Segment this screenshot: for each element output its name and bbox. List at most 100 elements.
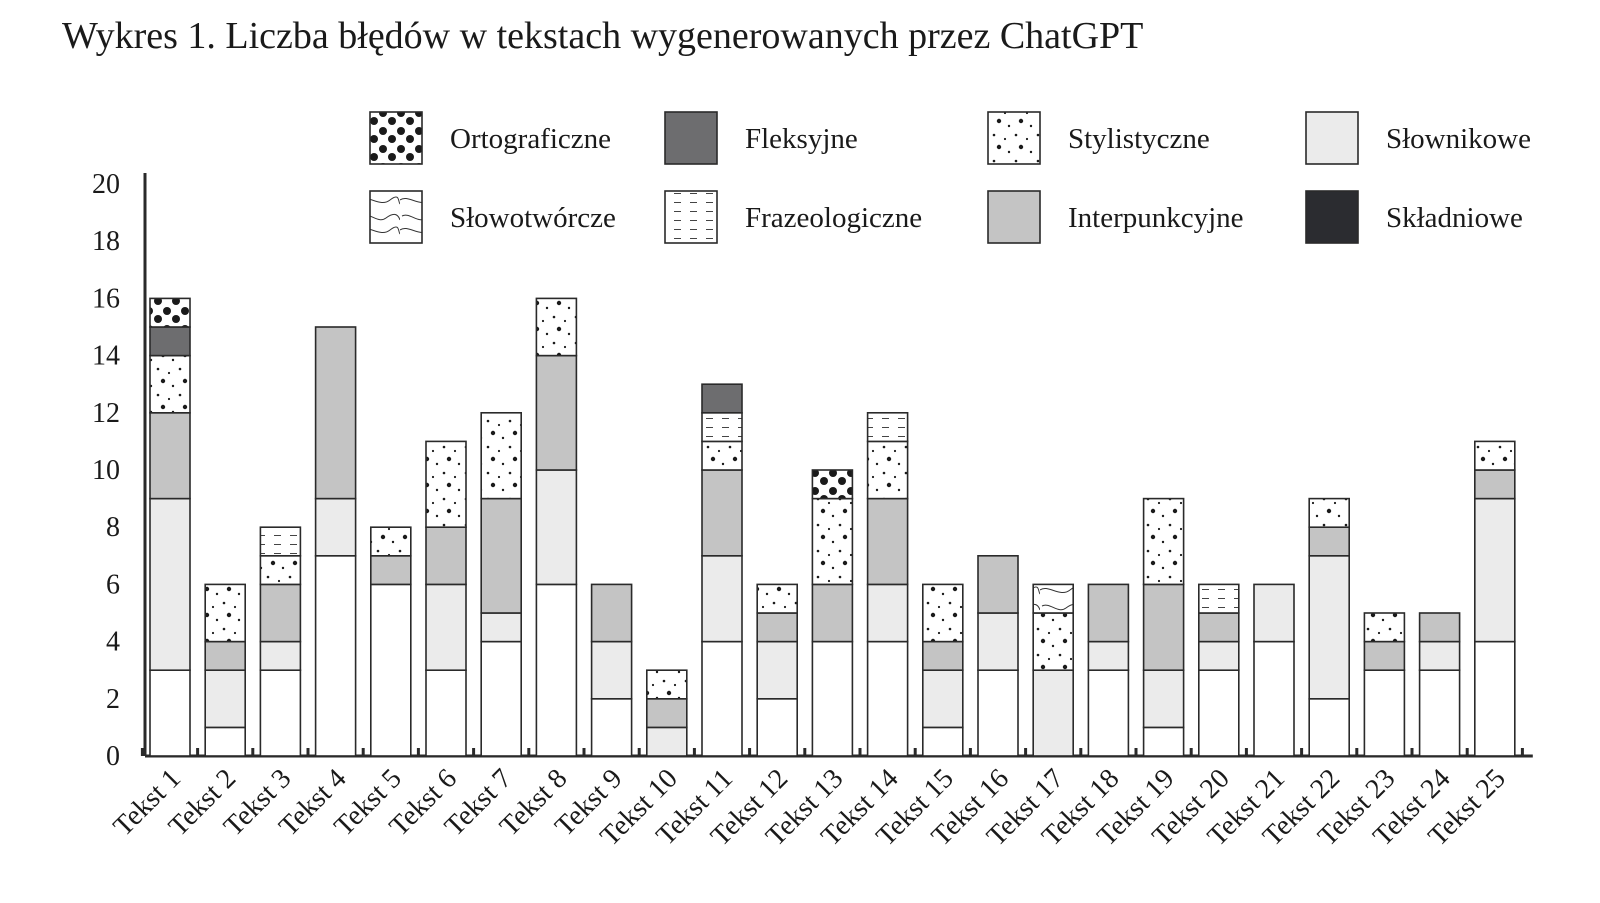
bar-segment: [369, 583, 412, 757]
bar-segment: [1142, 726, 1185, 757]
bar-segment: [480, 497, 523, 614]
bar-segment: [1032, 669, 1074, 757]
bar-segment: [1087, 583, 1130, 643]
y-tick-label: 2: [106, 684, 120, 715]
bar-segment: [369, 554, 412, 586]
y-tick-label: 16: [92, 283, 120, 314]
bar-segment: [645, 669, 688, 700]
bar-segment: [1474, 440, 1516, 471]
bars: [149, 297, 1516, 757]
bar-segment: [480, 612, 523, 643]
chart-title: Wykres 1. Liczba błędów w tekstach wygen…: [62, 15, 1144, 57]
bar-segment: [259, 583, 302, 643]
bar-segment: [645, 697, 688, 729]
legend-swatch: [1305, 111, 1359, 165]
bar-segment: [314, 554, 357, 757]
bar-segment: [149, 669, 191, 757]
bar-segment: [314, 326, 357, 500]
y-axis: 0 2 4 6 8 10 12 14 16 18 20: [92, 169, 147, 772]
bar-segment: [259, 526, 302, 557]
bar-segment: [425, 669, 467, 757]
bar-segment: [259, 669, 302, 757]
bar-segment: [149, 326, 191, 357]
bar-segment: [1198, 640, 1240, 671]
bar-segment: [1474, 469, 1516, 500]
y-tick-label: 14: [92, 341, 120, 372]
bar-segment: [811, 469, 854, 500]
bar-segment: [701, 383, 743, 414]
bar-segment: [590, 640, 633, 700]
bar-segment: [480, 411, 523, 500]
bar-segment: [921, 726, 964, 757]
bar-segment: [535, 583, 578, 757]
bar-segment: [204, 726, 246, 757]
legend: Ortograficzne Fleksyjne Stylistyczne Słowni…: [369, 111, 1531, 244]
bar-segment: [701, 411, 743, 443]
bar-segment: [1363, 612, 1406, 643]
bar-segment: [1032, 583, 1074, 614]
bar-segment: [480, 640, 523, 757]
y-tick-label: 10: [92, 455, 120, 486]
y-tick-label: 20: [92, 169, 120, 200]
bar-segment: [535, 354, 578, 471]
y-tick-label: 4: [106, 627, 120, 658]
legend-label: Stylistyczne: [1068, 123, 1210, 155]
bar-segment: [1142, 669, 1185, 729]
legend-label: Frazeologiczne: [745, 202, 922, 234]
bar-segment: [645, 726, 688, 757]
legend-swatch: [664, 190, 718, 244]
legend-swatch: [369, 111, 423, 165]
bar-segment: [425, 440, 467, 528]
bar-segment: [149, 411, 191, 500]
bar-segment: [866, 411, 909, 443]
bar-segment: [1142, 497, 1185, 586]
bar-segment: [149, 297, 191, 328]
bar-segment: [921, 669, 964, 729]
bar-segment: [259, 554, 302, 586]
bar-segment: [701, 440, 743, 471]
y-tick-label: 0: [106, 741, 120, 772]
legend-swatch: [664, 111, 718, 165]
bar-segment: [149, 497, 191, 672]
bar-segment: [590, 583, 633, 643]
bar-segment: [1308, 497, 1350, 529]
bar-segment: [756, 612, 799, 643]
bar-segment: [1363, 669, 1406, 757]
bar-segment: [1474, 497, 1516, 643]
bar-segment: [204, 640, 246, 671]
bar-segment: [590, 697, 633, 757]
bar-segment: [1198, 669, 1240, 757]
bar-segment: [866, 640, 909, 757]
bar-segment: [866, 440, 909, 500]
bar-segment: [1474, 640, 1516, 757]
legend-label: Słownikowe: [1386, 123, 1531, 155]
bar-segment: [977, 612, 1019, 672]
bar-segment: [425, 526, 467, 586]
bar-segment: [811, 497, 854, 586]
bar-segment: [701, 469, 743, 557]
y-tick-label: 12: [92, 398, 120, 429]
bar-segment: [1418, 612, 1461, 643]
bar-segment: [701, 554, 743, 643]
bar-segment: [811, 640, 854, 757]
bar-segment: [1142, 583, 1185, 672]
bar-segment: [1253, 640, 1295, 757]
bar-segment: [1253, 583, 1295, 643]
bar-segment: [149, 354, 191, 414]
bar-segment: [535, 297, 578, 357]
bar-segment: [1198, 583, 1240, 614]
bar-segment: [259, 640, 302, 671]
bar-segment: [701, 640, 743, 757]
bar-segment: [1308, 526, 1350, 557]
bar-segment: [1032, 612, 1074, 672]
legend-label: Interpunkcyjne: [1068, 202, 1244, 234]
bar-segment: [756, 583, 799, 614]
bar-segment: [977, 554, 1019, 614]
bar-segment: [1087, 669, 1130, 757]
bar-segment: [1087, 640, 1130, 671]
bar-segment: [1418, 669, 1461, 757]
bar-segment: [1198, 612, 1240, 643]
bar-segment: [921, 640, 964, 671]
